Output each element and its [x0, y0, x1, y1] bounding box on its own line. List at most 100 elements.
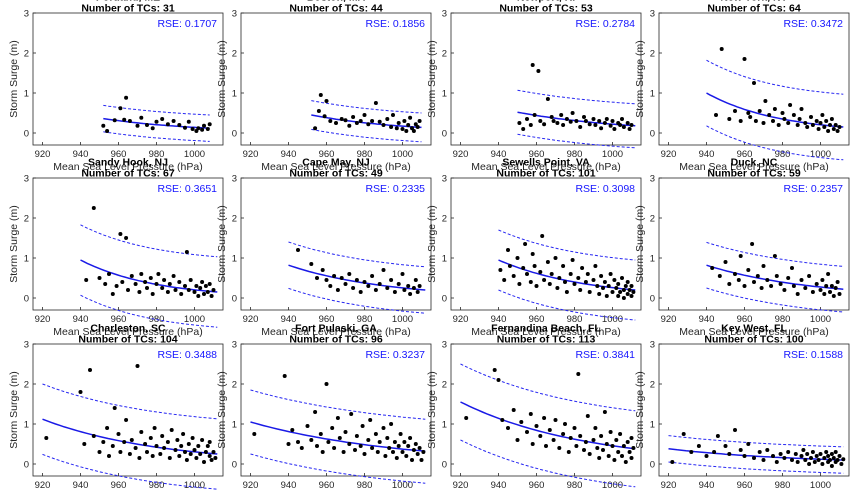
data-point [610, 444, 615, 448]
data-point [396, 121, 401, 125]
data-point [610, 290, 615, 294]
data-point [782, 456, 787, 460]
data-point [752, 456, 756, 460]
data-point [833, 450, 838, 454]
data-point [591, 278, 596, 282]
chart-subtitle: Number of TCs: 96 [289, 334, 383, 346]
x-tick-label: 980 [567, 149, 583, 160]
data-point [202, 123, 206, 128]
fit-line [498, 259, 636, 291]
data-point [597, 456, 602, 460]
data-point [205, 127, 210, 131]
data-point [410, 458, 414, 462]
data-point [150, 454, 155, 458]
y-tick-label: 0 [442, 294, 447, 305]
y-axis-label: Storm Surge (m) [216, 205, 228, 283]
data-point [820, 278, 825, 282]
data-point [704, 454, 709, 458]
data-point [177, 123, 182, 127]
data-point [404, 454, 409, 458]
data-point [135, 364, 140, 368]
data-point [124, 418, 129, 422]
data-point [177, 280, 182, 284]
data-point [782, 117, 787, 121]
x-tick-label: 960 [111, 149, 127, 160]
plot-area [450, 343, 642, 477]
y-axis-label: Storm Surge (m) [634, 371, 646, 449]
data-point [597, 119, 602, 123]
data-point [822, 292, 827, 296]
x-tick-label: 1000 [810, 480, 831, 491]
x-axis-label: Mean Sea Level Pressure (hPa) [261, 326, 410, 338]
data-point [188, 278, 193, 282]
data-point [795, 460, 800, 464]
x-tick-label: 980 [149, 480, 165, 491]
data-point [742, 284, 747, 288]
lower-bound-line [311, 128, 422, 143]
data-point [719, 47, 724, 51]
data-point [326, 440, 331, 444]
data-point [377, 119, 382, 124]
data-point [593, 264, 598, 268]
data-point [742, 57, 747, 61]
lower-bound-line [706, 125, 844, 161]
y-tick-label: 0 [232, 460, 237, 471]
data-point [500, 418, 505, 422]
x-tick-label: 960 [319, 149, 335, 160]
data-point [542, 122, 547, 127]
data-point [623, 460, 628, 464]
data-point [738, 448, 743, 452]
data-point [774, 460, 779, 464]
x-tick-label: 980 [775, 480, 791, 491]
data-point [150, 292, 155, 296]
data-point [171, 119, 176, 123]
data-point [133, 446, 138, 450]
data-point [769, 284, 774, 288]
data-point [614, 286, 619, 290]
data-point [606, 284, 611, 288]
data-point [528, 412, 533, 416]
data-point [213, 456, 218, 460]
data-point [207, 122, 212, 127]
y-tick-label: 3 [232, 174, 237, 185]
data-point [398, 432, 403, 436]
y-tick-label: 1 [442, 420, 447, 431]
x-tick-label: 920 [243, 480, 259, 491]
plot-area [240, 343, 432, 477]
data-point [824, 450, 829, 454]
y-tick-label: 0 [24, 460, 29, 471]
x-tick-label: 920 [453, 480, 469, 491]
data-point [156, 272, 161, 276]
data-point [506, 248, 510, 252]
data-point [629, 123, 634, 127]
data-point [194, 456, 199, 460]
data-point [190, 436, 195, 440]
data-point [391, 450, 395, 454]
rse-label: RSE: 0.3472 [783, 18, 843, 30]
data-point [330, 426, 335, 430]
data-point [757, 109, 762, 113]
upper-bound-line [460, 363, 636, 412]
y-axis-label: Storm Surge (m) [426, 371, 438, 449]
data-point [366, 284, 371, 288]
data-point [755, 274, 760, 278]
data-point [572, 426, 577, 430]
data-point [748, 115, 753, 119]
data-point [795, 292, 800, 296]
y-tick-label: 2 [232, 380, 237, 391]
data-point [612, 278, 617, 282]
data-point [110, 292, 115, 296]
chart-subtitle: Number of TCs: 49 [289, 168, 383, 180]
data-point [392, 440, 397, 444]
data-point [394, 126, 399, 131]
data-point [413, 122, 418, 127]
data-point [738, 254, 743, 258]
data-point [765, 448, 770, 452]
y-axis-label: Storm Surge (m) [216, 371, 228, 449]
data-point [689, 450, 694, 454]
data-point [738, 119, 743, 123]
data-point [337, 436, 342, 440]
data-point [557, 276, 562, 280]
